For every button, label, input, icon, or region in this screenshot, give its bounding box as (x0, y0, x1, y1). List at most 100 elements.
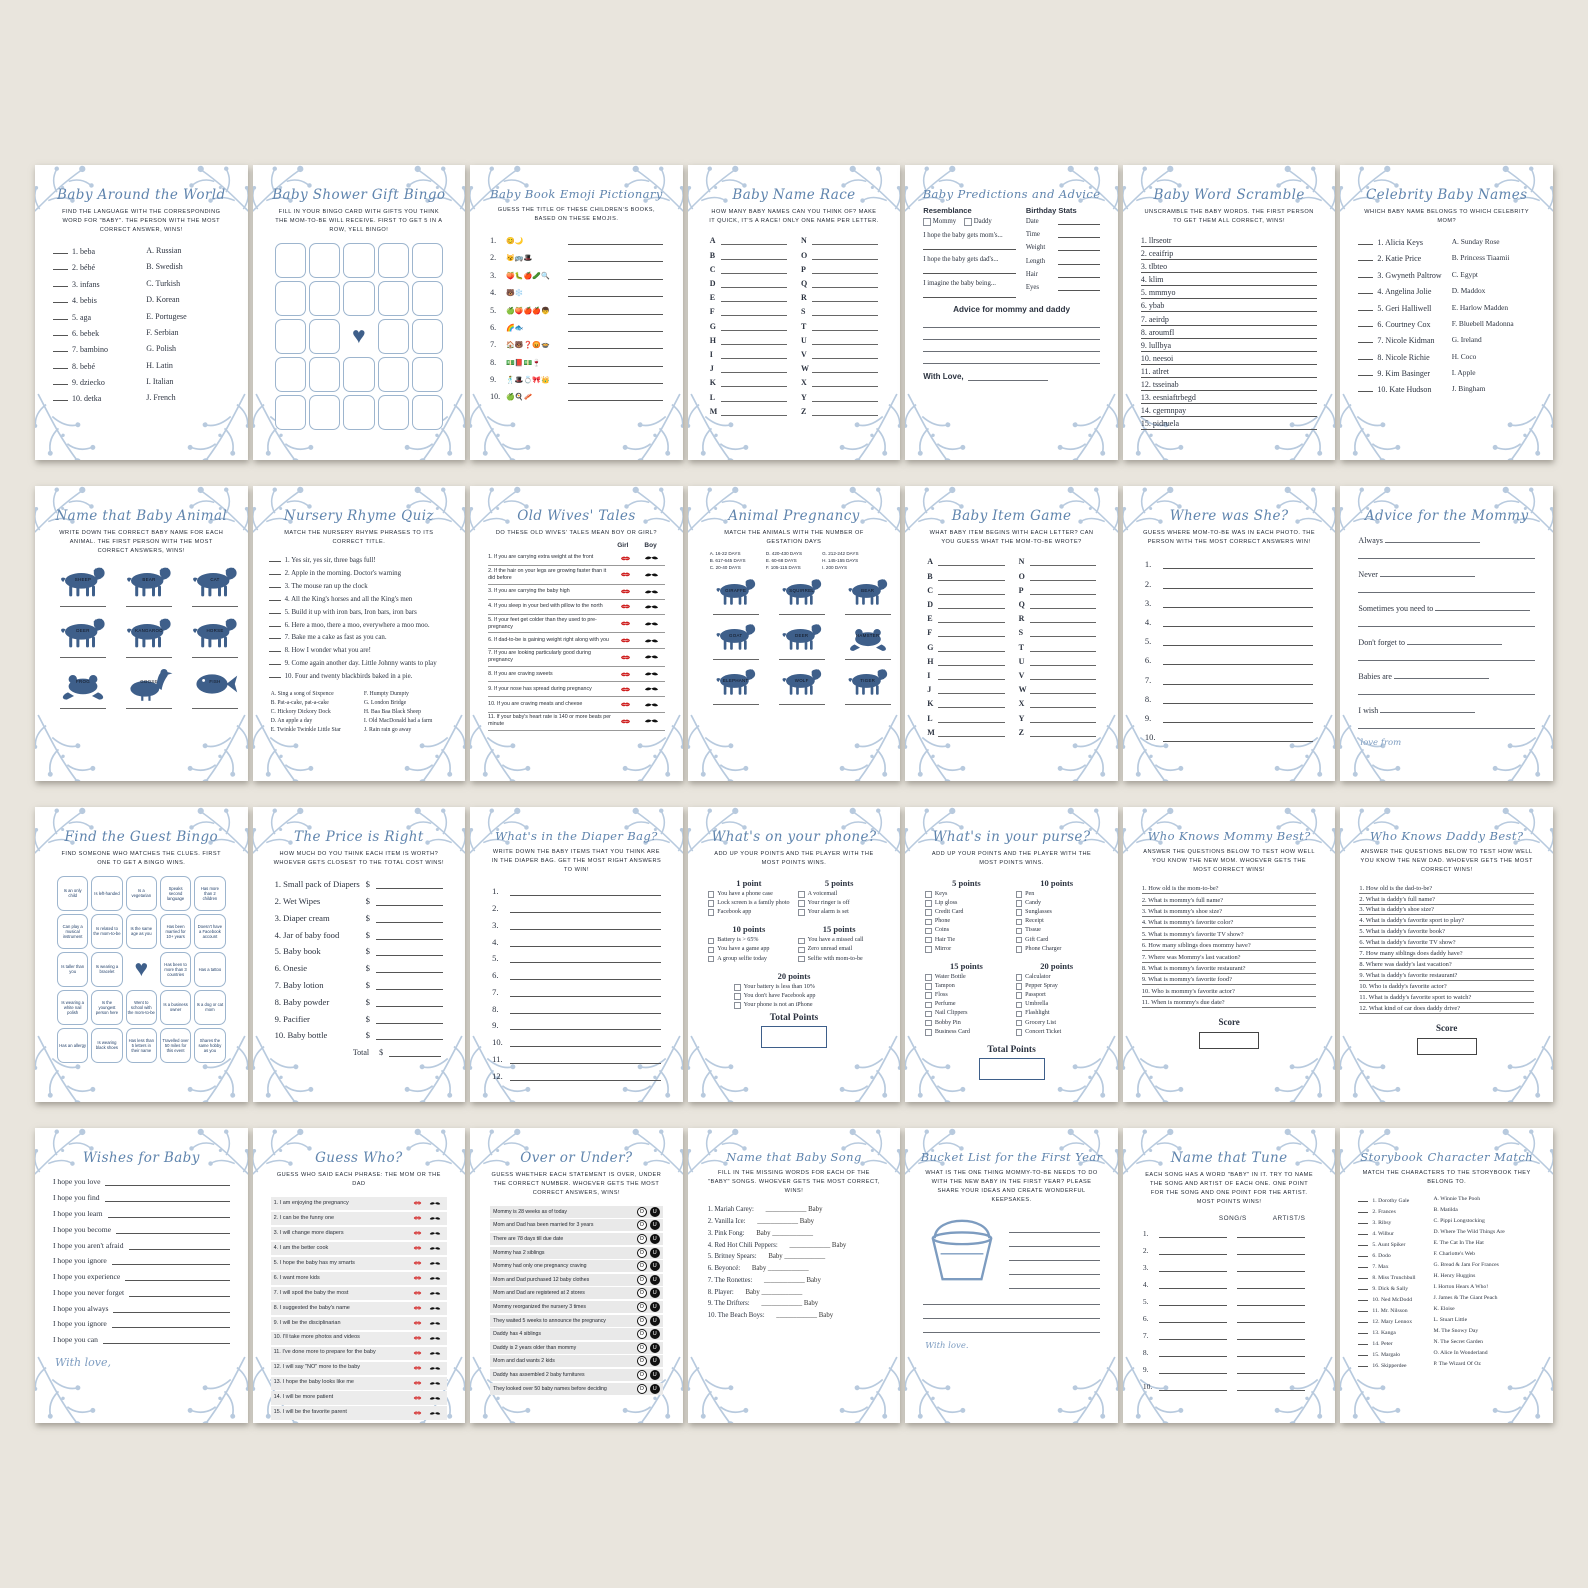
answer-line[interactable] (510, 1038, 661, 1048)
under-badge[interactable]: U (649, 1342, 660, 1353)
song-blank[interactable]: ____________ Baby (765, 1206, 823, 1214)
answer-blank[interactable] (1358, 352, 1374, 360)
answer-line[interactable] (375, 931, 444, 940)
mustache-dad-icon[interactable] (429, 1246, 441, 1251)
artist-answer-line[interactable] (1237, 1298, 1306, 1306)
answer-line[interactable] (1009, 1233, 1100, 1247)
checkbox[interactable] (925, 974, 932, 981)
bingo-cell[interactable]: Travelled over 50 miles for this event (159, 1027, 192, 1063)
under-badge[interactable]: U (649, 1356, 660, 1367)
answer-line[interactable] (720, 394, 787, 402)
mustache-dad-icon[interactable] (429, 1216, 441, 1221)
bingo-cell[interactable]: Has more than 2 children (194, 875, 226, 911)
answer-blank[interactable] (1358, 237, 1374, 246)
artist-answer-line[interactable] (1237, 1264, 1306, 1272)
answer-line[interactable] (938, 644, 1005, 652)
bingo-cell[interactable] (377, 242, 409, 278)
answer-line[interactable] (192, 702, 238, 709)
lips-mom-icon[interactable] (413, 1275, 422, 1281)
checkbox[interactable] (733, 993, 741, 1000)
answer-line[interactable] (938, 615, 1005, 624)
bingo-cell[interactable]: Is left-handed (91, 875, 123, 911)
over-badge[interactable]: O (636, 1329, 647, 1340)
answer-blank[interactable] (53, 377, 68, 385)
answer-line[interactable] (568, 236, 663, 246)
artist-answer-line[interactable] (1237, 1383, 1306, 1391)
answer-line[interactable] (1057, 258, 1100, 265)
checkbox[interactable] (1015, 992, 1023, 999)
mustache-dad-icon[interactable] (429, 1336, 441, 1341)
bingo-cell[interactable]: Is wearing a white nail polish (57, 989, 89, 1025)
bingo-cell[interactable]: Doesn't have a Facebook account (194, 913, 226, 949)
answer-line[interactable] (1162, 580, 1314, 589)
checkbox[interactable] (797, 946, 805, 954)
answer-line[interactable] (510, 938, 661, 947)
bingo-cell[interactable]: Is the youngest person here (91, 989, 123, 1025)
answer-line[interactable] (811, 323, 879, 331)
checkbox[interactable] (925, 918, 932, 926)
answer-line[interactable] (126, 651, 172, 658)
answer-blank[interactable] (268, 646, 281, 653)
mustache-dad-icon[interactable] (429, 1351, 441, 1356)
answer-line[interactable] (192, 651, 238, 658)
answer-line[interactable] (510, 1005, 661, 1014)
bingo-cell[interactable]: Is a dog or cat mom (194, 989, 226, 1025)
bingo-cell[interactable] (274, 394, 306, 430)
bingo-cell[interactable]: Has been to more than 3 countries (159, 951, 192, 987)
checkbox[interactable] (707, 937, 715, 945)
answer-blank[interactable] (1358, 1328, 1369, 1335)
over-badge[interactable]: O (636, 1356, 647, 1367)
checkbox[interactable] (925, 1010, 932, 1018)
checkbox[interactable] (1015, 1001, 1023, 1009)
answer-line[interactable] (1029, 558, 1096, 567)
answer-line[interactable] (375, 1015, 444, 1024)
answer-line[interactable] (1029, 644, 1096, 652)
checkbox[interactable] (707, 900, 715, 907)
answer-blank[interactable] (53, 279, 68, 287)
checkbox[interactable] (1015, 891, 1023, 898)
answer-line[interactable] (375, 964, 444, 974)
answer-line[interactable] (1358, 647, 1535, 661)
answer-line[interactable] (1358, 715, 1535, 729)
answer-line[interactable] (375, 914, 444, 923)
under-badge[interactable]: U (649, 1274, 660, 1285)
answer-blank[interactable] (1358, 1273, 1369, 1280)
answer-line[interactable] (129, 1289, 230, 1297)
over-badge[interactable]: O (636, 1383, 647, 1394)
lips-mom-icon[interactable] (413, 1395, 422, 1401)
answer-line[interactable] (923, 1291, 1100, 1305)
checkbox[interactable] (925, 1019, 932, 1027)
answer-blank[interactable] (1358, 1295, 1369, 1302)
answer-blank[interactable] (1358, 1262, 1369, 1269)
answer-line[interactable] (568, 392, 663, 402)
answer-blank[interactable] (1358, 335, 1374, 344)
checkbox[interactable] (1015, 909, 1023, 917)
checkbox[interactable] (1015, 974, 1023, 981)
answer-blank[interactable] (268, 621, 281, 627)
over-badge[interactable]: O (636, 1274, 647, 1285)
answer-line[interactable] (1029, 672, 1096, 680)
answer-line[interactable] (1029, 587, 1096, 595)
mustache-boy-icon[interactable] (644, 555, 659, 561)
song-blank[interactable]: ____________ Baby (761, 1300, 819, 1308)
mustache-boy-icon[interactable] (644, 604, 659, 610)
answer-line[interactable] (568, 288, 663, 298)
lips-mom-icon[interactable] (413, 1380, 422, 1386)
answer-line[interactable] (1057, 244, 1100, 252)
bingo-cell[interactable]: ♥ (343, 318, 375, 352)
answer-line[interactable] (125, 1273, 230, 1282)
answer-line[interactable] (811, 266, 879, 274)
answer-line[interactable] (568, 340, 663, 350)
bingo-cell[interactable] (308, 280, 341, 316)
answer-line[interactable] (844, 608, 891, 615)
answer-line[interactable] (811, 394, 879, 402)
answer-line[interactable] (1009, 1219, 1100, 1233)
song-blank[interactable]: ____________ Baby (789, 1241, 847, 1249)
answer-line[interactable] (568, 253, 663, 263)
mustache-dad-icon[interactable] (429, 1261, 441, 1266)
bingo-cell[interactable] (411, 356, 444, 392)
over-badge[interactable]: O (636, 1342, 647, 1353)
answer-line[interactable] (811, 280, 879, 289)
answer-line[interactable] (568, 323, 663, 332)
answer-blank[interactable] (1358, 253, 1374, 262)
